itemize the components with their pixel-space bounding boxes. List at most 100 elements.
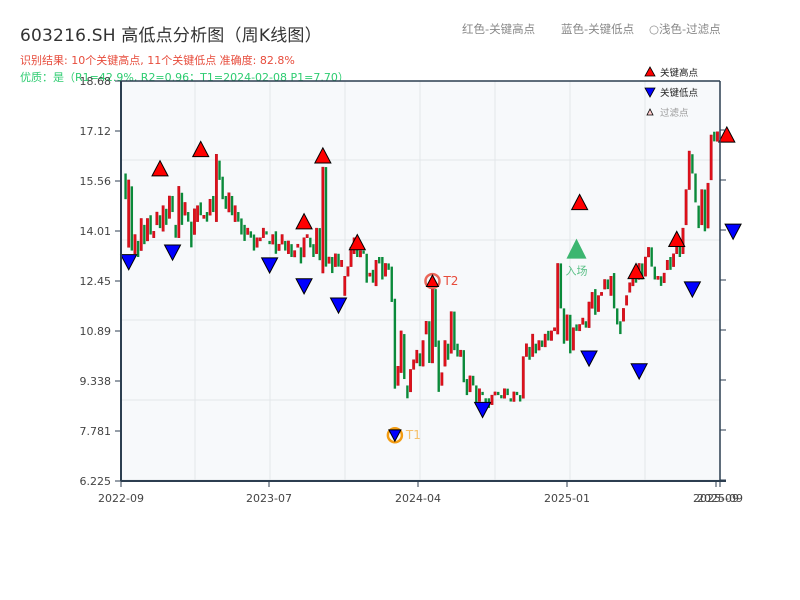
x-tick-label: 2025-01 (544, 492, 590, 505)
key-low-marker-icon (580, 350, 598, 368)
candle-up (196, 205, 199, 222)
candle-down (434, 289, 437, 347)
candle-down (659, 276, 663, 286)
candle-up (625, 295, 629, 306)
candle-down (252, 234, 256, 251)
legend-light-filtered: ○浅色-过滤点 (649, 22, 721, 36)
candle-up (665, 260, 669, 271)
candle-up (155, 211, 159, 226)
entry-label: 入场 (566, 264, 588, 278)
candle-up (374, 260, 378, 287)
candle-up (600, 292, 603, 296)
candle-down (669, 256, 672, 270)
candle-up (333, 253, 337, 267)
y-tick-label: 12.45 (80, 275, 112, 288)
candle-up (656, 276, 660, 280)
candle-down (569, 314, 572, 354)
candle-down (318, 228, 321, 261)
candle-down (218, 160, 221, 180)
candle-down (606, 279, 610, 290)
x-tick-label: 2024-04 (395, 492, 441, 505)
candle-down (124, 173, 127, 200)
key-high-marker-icon (295, 212, 313, 230)
candle-down (390, 266, 393, 302)
candle-down (299, 247, 303, 264)
candle-down (158, 215, 162, 229)
candle-up (443, 340, 447, 367)
x-tick-label: 2025-09 (693, 492, 739, 505)
candle-down (653, 266, 657, 280)
candle-down (691, 154, 694, 174)
candle-down (224, 195, 227, 209)
candle-up (177, 186, 181, 238)
candle-up (647, 247, 650, 258)
candle-down (484, 398, 487, 405)
candle-down (240, 218, 243, 235)
candle-down (221, 176, 224, 200)
y-tick-label: 10.89 (80, 325, 112, 338)
key-low-marker-icon (260, 257, 279, 275)
candle-down (362, 250, 365, 254)
candle-down (186, 212, 190, 222)
candle-up (603, 279, 607, 290)
candle-up (343, 276, 347, 296)
candle-down (171, 195, 174, 213)
y-tick-labels: 18.68 17.12 15.56 14.01 12.45 10.89 9.338 7.781… (80, 75, 726, 488)
candle-down (324, 167, 328, 267)
candle-up (305, 234, 309, 238)
key-low-marker-icon (329, 297, 348, 315)
candle-up (628, 282, 632, 293)
candle-up (359, 250, 362, 258)
candle-up (127, 179, 131, 248)
key-high-marker-icon (191, 140, 210, 158)
candle-up (168, 195, 171, 219)
candles (124, 131, 719, 408)
candle-down (199, 202, 202, 216)
candle-down (506, 388, 509, 396)
candle-up (503, 388, 506, 399)
candle-up (202, 215, 206, 219)
legend-filtered-icon (646, 108, 654, 116)
candle-up (183, 202, 187, 216)
candle-down (650, 247, 653, 267)
candle-down (387, 263, 390, 270)
candle-up (537, 340, 541, 351)
candle-up (271, 234, 275, 245)
candle-up (340, 260, 344, 267)
candle-up (431, 288, 434, 364)
candle-up (565, 314, 569, 341)
candle-up (512, 391, 516, 402)
legend-key-low-icon (644, 87, 656, 98)
candle-up (258, 237, 262, 242)
candle-up (525, 343, 528, 357)
candle-up (531, 333, 535, 357)
t2-label: T2 (442, 274, 458, 288)
candle-down (381, 256, 384, 280)
candle-down (428, 321, 431, 363)
candle-down (641, 263, 644, 280)
candle-up (396, 365, 400, 386)
candle-down (337, 253, 340, 267)
legend-label: 过滤点 (660, 107, 689, 119)
y-tick-label: 18.68 (80, 75, 112, 88)
candle-down (500, 395, 503, 399)
candle-up (644, 256, 647, 277)
candle-up (161, 205, 165, 232)
candle-down (274, 231, 278, 254)
candle-up (412, 359, 416, 370)
candle-down (453, 311, 456, 351)
candle-up (368, 272, 372, 277)
candle-down (694, 173, 697, 203)
candle-down (713, 131, 716, 142)
candle-down (616, 308, 619, 325)
candle-down (697, 205, 700, 229)
candle-up (424, 321, 428, 335)
candle-down (212, 195, 215, 213)
key-low-marker-icon (683, 281, 702, 299)
candle-up (571, 327, 575, 351)
candle-down (205, 212, 209, 222)
candle-down (309, 237, 312, 248)
candle-down (268, 240, 271, 245)
candle-down (456, 343, 459, 357)
